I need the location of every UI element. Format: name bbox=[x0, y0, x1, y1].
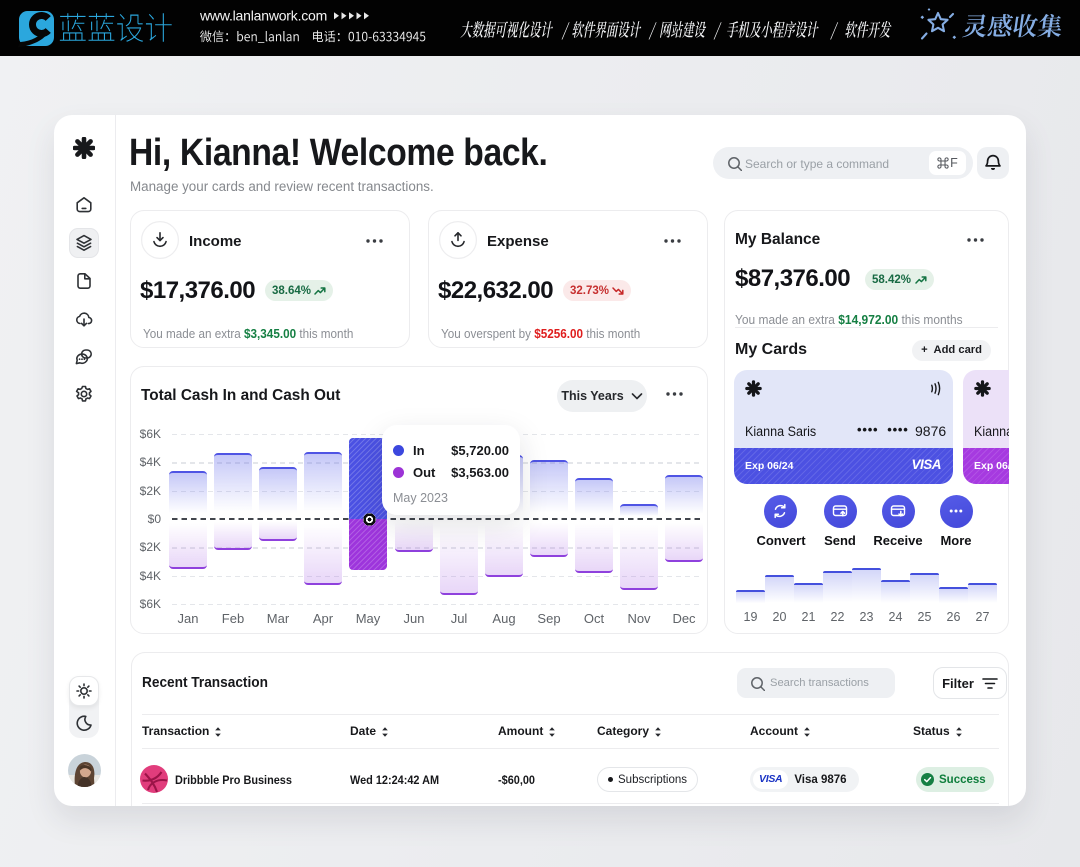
svg-text:www.lanlanwork.com: www.lanlanwork.com bbox=[199, 8, 327, 24]
